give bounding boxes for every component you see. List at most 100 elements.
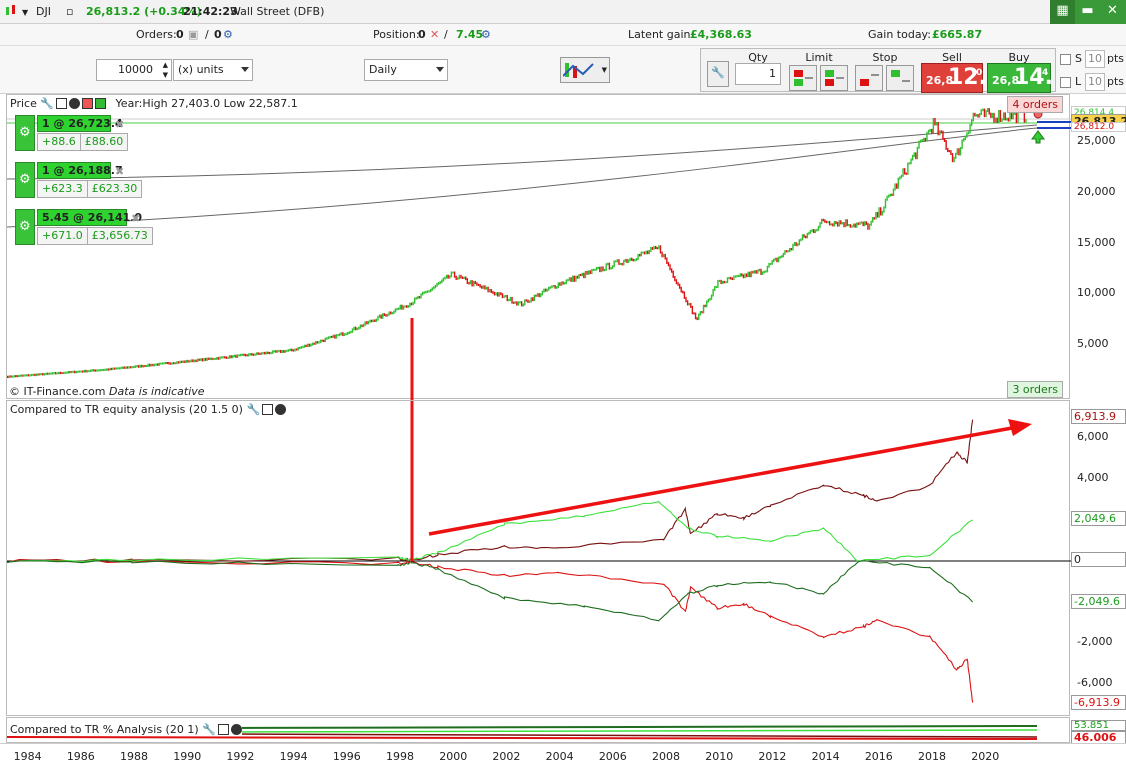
stop-sell-button[interactable]	[886, 65, 914, 91]
limit-sell-button[interactable]	[820, 65, 848, 91]
candle	[324, 337, 327, 343]
position-gear-icon[interactable]	[15, 209, 35, 245]
candle	[323, 339, 325, 343]
position-gear-icon[interactable]: ⚙	[481, 28, 491, 41]
time-axis[interactable]: 1984 1986 1988 1990 1992 1994 1996 1998 2000 2002…	[0, 743, 1126, 766]
candle	[80, 370, 82, 373]
candle	[7, 375, 9, 379]
limit-buy-icon	[794, 70, 813, 86]
candle	[423, 291, 425, 294]
position-entry: 1 @ 26,723.4	[37, 115, 123, 132]
close-icon[interactable]	[275, 404, 287, 415]
candle	[761, 271, 764, 275]
quantity-stepper-icon[interactable]: ▲ ▼	[162, 61, 168, 79]
buy-button[interactable]: 26,8 14. 4	[987, 63, 1053, 93]
candle	[260, 352, 263, 355]
close-icon[interactable]	[69, 98, 81, 109]
candle	[463, 276, 465, 280]
disclaimer-text: Data is indicative	[109, 385, 205, 398]
stop-pts-input[interactable]: 10	[1085, 50, 1105, 68]
candle	[887, 194, 890, 198]
position-value-2: 7.45	[456, 28, 484, 41]
quantity-input[interactable]: 10000 ▲ ▼	[96, 59, 172, 81]
down-arrow-icon[interactable]	[82, 98, 94, 109]
equity-pane[interactable]: Compared to TR equity analysis (20 1.5 0…	[6, 400, 1071, 716]
pin-icon[interactable]: ▫	[66, 5, 74, 18]
price-pane[interactable]: Price 🔧 Year:High 27,403.0 Low 22,587.1 …	[6, 94, 1071, 400]
limit-pts-input[interactable]: 10	[1085, 73, 1105, 91]
candle	[702, 304, 705, 314]
period-select[interactable]: Daily	[364, 59, 448, 81]
orders-label: Orders:	[136, 28, 177, 41]
up-arrow-icon[interactable]	[95, 98, 107, 109]
candle	[964, 135, 966, 141]
pct-pane[interactable]: Compared to TR % Analysis (20 1) 🔧	[6, 717, 1070, 743]
candle	[535, 294, 537, 297]
candle	[177, 361, 180, 364]
candle	[366, 321, 368, 325]
maximize-icon[interactable]	[262, 404, 274, 415]
candle	[974, 112, 976, 117]
close-position-icon[interactable]: ✖	[115, 165, 125, 178]
orders-cancel-icon[interactable]: ▣	[188, 28, 199, 41]
candle	[886, 195, 888, 201]
candle	[996, 117, 998, 124]
candle	[768, 262, 770, 268]
bid-price-tag: 26,812.0	[1071, 122, 1126, 132]
keyboard-icon[interactable]: ▦	[1050, 0, 1075, 24]
minimize-icon[interactable]: ▬	[1081, 3, 1094, 18]
wrench-icon[interactable]: 🔧	[40, 97, 55, 110]
ticket-settings-button[interactable]: 🔧	[707, 61, 729, 87]
limit-checkbox[interactable]	[1060, 77, 1071, 88]
close-position-icon[interactable]: ✖	[131, 212, 141, 225]
candle	[530, 297, 532, 303]
candle	[466, 278, 469, 284]
close-icon[interactable]: ✕	[1107, 3, 1118, 18]
stop-buy-button[interactable]	[855, 65, 883, 91]
sell-button[interactable]: 26,8 12. 0	[921, 63, 987, 93]
maximize-icon[interactable]	[56, 98, 68, 109]
candle	[599, 266, 601, 273]
qty-input[interactable]: 1	[735, 63, 781, 85]
candle	[963, 138, 965, 142]
instrument-dropdown-icon[interactable]: ▼	[22, 8, 29, 17]
candle	[836, 222, 839, 227]
wrench-icon[interactable]: 🔧	[202, 723, 216, 736]
orders-gear-icon[interactable]: ⚙	[223, 28, 233, 41]
candle	[910, 158, 912, 165]
buy-orders-badge[interactable]: 3 orders	[1007, 381, 1063, 398]
close-icon[interactable]	[230, 724, 242, 735]
limit-buy-button[interactable]	[789, 65, 817, 91]
equity-tick: 6,000	[1077, 430, 1109, 443]
candle	[774, 257, 777, 261]
chart-type-icon[interactable]	[4, 5, 18, 22]
units-select[interactable]: (x) units	[173, 59, 253, 81]
candle	[10, 375, 12, 378]
candle	[59, 371, 62, 375]
position-gear-icon[interactable]	[15, 162, 35, 198]
candle	[806, 232, 808, 239]
candle	[402, 305, 405, 310]
candle	[97, 369, 100, 372]
candle	[410, 302, 413, 306]
position-close-icon[interactable]: ✕	[430, 28, 440, 41]
close-position-icon[interactable]: ✖	[115, 118, 125, 131]
candle	[870, 220, 872, 226]
candle	[134, 365, 137, 368]
instrument-name[interactable]: DJI	[36, 5, 51, 18]
position-line	[7, 127, 1038, 228]
year-tick: 2006	[598, 750, 627, 763]
maximize-icon[interactable]	[217, 724, 229, 735]
sell-orders-badge[interactable]: 4 orders	[1007, 96, 1063, 113]
candle	[1004, 112, 1006, 121]
candle	[198, 358, 200, 361]
candle	[137, 365, 140, 368]
stop-checkbox[interactable]	[1060, 54, 1071, 65]
candle	[683, 291, 686, 299]
position-gear-icon[interactable]	[15, 115, 35, 151]
candle	[575, 275, 577, 282]
candle	[350, 330, 352, 334]
wrench-icon[interactable]: 🔧	[246, 403, 261, 416]
candle	[209, 357, 212, 360]
indicators-button[interactable]: ▼	[560, 57, 610, 83]
